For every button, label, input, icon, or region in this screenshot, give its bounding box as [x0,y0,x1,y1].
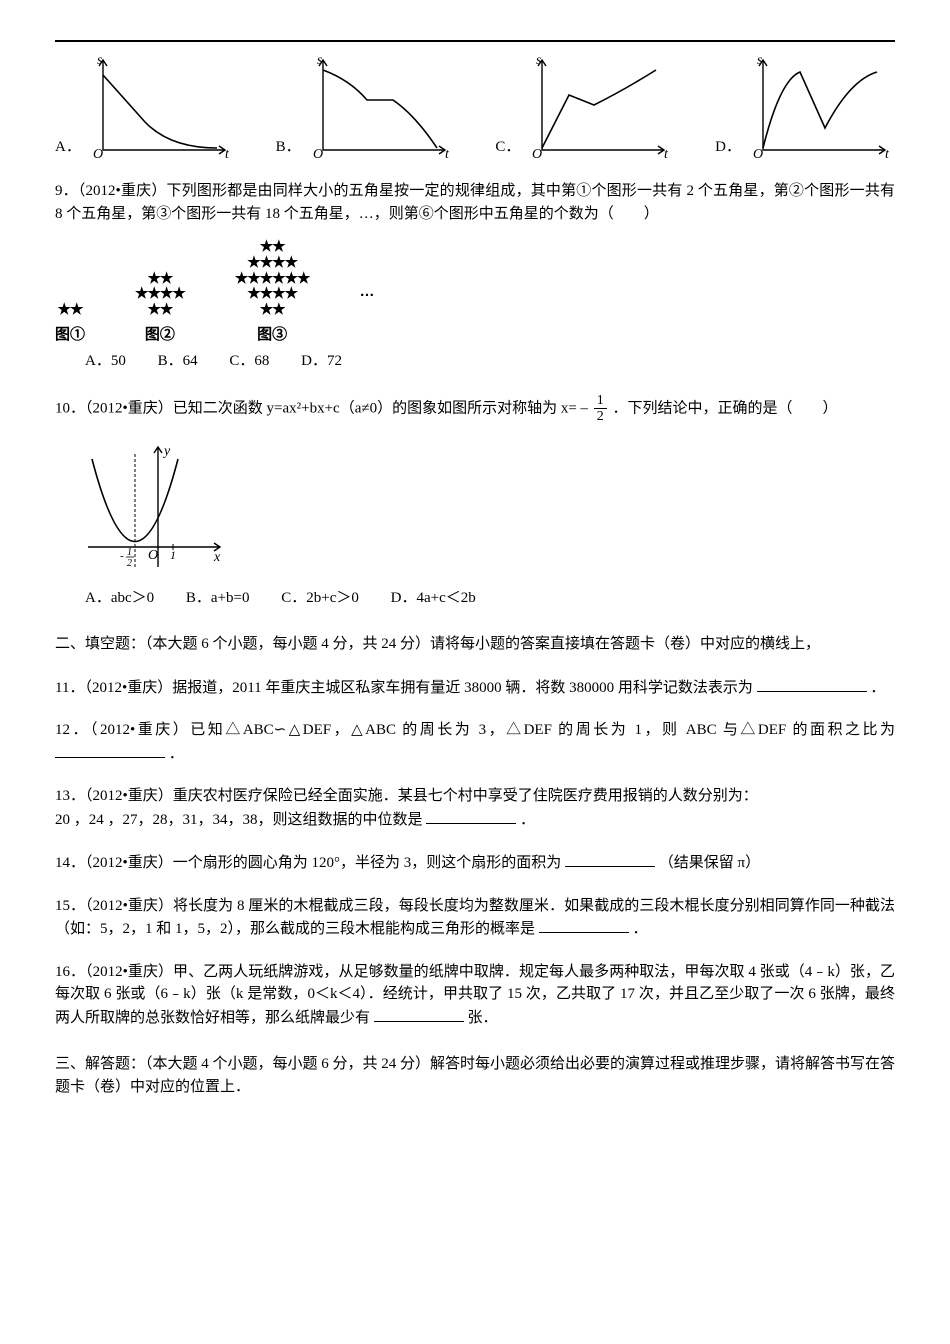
q8-label-c: C． [495,136,520,161]
q11: 11．（2012•重庆）据报道，2011 年重庆主城区私家车拥有量近 38000… [55,676,895,700]
q16: 16．（2012•重庆）甲、乙两人玩纸牌游戏，从足够数量的纸牌中取牌．规定每人最… [55,961,895,1030]
q13-blank [426,808,516,824]
q10-frac: 1 2 [594,393,607,425]
q10-text: 10．（2012•重庆）已知二次函数 y=ax²+bx+c（a≠0）的图象如图所… [55,393,895,425]
svg-text:O: O [313,147,323,160]
q9-text: 9．（2012•重庆）下列图形都是由同样大小的五角星按一定的规律组成，其中第①个… [55,180,895,225]
graph-a: s O t [85,50,235,160]
q14-text: 14．（2012•重庆）一个扇形的圆心角为 120°，半径为 3，则这个扇形的面… [55,855,561,871]
q15-tail: ． [633,921,648,937]
q9-opt-c: C．68 [229,350,269,373]
svg-text:2: 2 [127,558,132,569]
fig2-label: 图② [135,324,185,347]
q13-line2-prefix: 20 ，24 ，27，28，31，34，38，则这组数据的中位数是 [55,812,423,828]
q8-label-d: D． [715,136,741,161]
fig2: ★★★★★★★★ 图② [135,271,185,347]
q10-text-after: ．下列结论中，正确的是（ ） [613,400,838,416]
q10-frac-num: 1 [594,393,607,409]
svg-text:y: y [162,444,171,459]
q14-tail: （结果保留 π） [659,855,760,871]
q13: 13．（2012•重庆）重庆农村医疗保险已经全面实施．某县七个村中享受了住院医疗… [55,785,895,831]
q10-opt-a: A．abc＞0 [85,587,154,610]
q10-figure: y x O - 1 2 1 [80,439,895,579]
q16-tail: 张． [468,1010,498,1026]
graph-d: s O t [745,50,895,160]
q12-text: 12．（2012•重庆）已知△ABC∽△DEF，△ABC 的周长为 3，△DEF… [55,722,895,738]
q8-option-d: D． s O t [715,50,895,160]
svg-text:x: x [213,550,221,565]
fig-ellipsis: … [360,281,375,304]
q14-blank [565,851,655,867]
q8-graphs: A． s O t B． s O t C． s O [55,50,895,160]
q13-line1: 13．（2012•重庆）重庆农村医疗保险已经全面实施．某县七个村中享受了住院医疗… [55,785,895,808]
q13-tail: ． [520,812,535,828]
q8-option-a: A． s O t [55,50,235,160]
q10-opt-d: D．4a+c＜2b [391,587,476,610]
q15-text: 15．（2012•重庆）将长度为 8 厘米的木棍截成三段，每段长度均为整数厘米．… [55,898,895,938]
q11-tail: ． [870,680,885,696]
q12: 12．（2012•重庆）已知△ABC∽△DEF，△ABC 的周长为 3，△DEF… [55,719,895,765]
fig1-label: 图① [55,324,85,347]
svg-text:1: 1 [170,548,176,562]
fig3-label: 图③ [235,324,310,347]
q11-blank [757,676,867,692]
q12-tail: ． [169,746,184,762]
curve-a [103,75,217,148]
q10-opt-c: C．2b+c＞0 [281,587,359,610]
graph-b: s O t [305,50,455,160]
svg-text:t: t [885,147,890,160]
q8-option-c: C． s O t [495,50,674,160]
q9-opt-b: B．64 [158,350,198,373]
svg-text:O: O [532,147,542,160]
q9-opt-d: D．72 [301,350,342,373]
q14: 14．（2012•重庆）一个扇形的圆心角为 120°，半径为 3，则这个扇形的面… [55,851,895,875]
q9-opt-a: A．50 [85,350,126,373]
graph-c: s O t [524,50,674,160]
q8-label-a: A． [55,136,81,161]
fig1-stars: ★★ [55,302,85,318]
q13-line2: 20 ，24 ，27，28，31，34，38，则这组数据的中位数是 ． [55,808,895,832]
q12-blank [55,742,165,758]
fig1: ★★ 图① [55,302,85,346]
q15-blank [539,917,629,933]
svg-text:t: t [664,147,669,160]
q10-opt-b: B．a+b=0 [186,587,250,610]
fig3-stars: ★★★★★★★★★★★★★★★★★★ [235,239,310,318]
q15: 15．（2012•重庆）将长度为 8 厘米的木棍截成三段，每段长度均为整数厘米．… [55,895,895,941]
fig3: ★★★★★★★★★★★★★★★★★★ 图③ [235,239,310,346]
fig2-stars: ★★★★★★★★ [135,271,185,318]
axis-t-label: t [225,147,230,160]
origin: O [93,147,103,160]
q10-text-before: 10．（2012•重庆）已知二次函数 y=ax²+bx+c（a≠0）的图象如图所… [55,400,588,416]
q10-options: A．abc＞0 B．a+b=0 C．2b+c＞0 D．4a+c＜2b [85,587,895,610]
top-rule [55,40,895,42]
q8-option-b: B． s O t [276,50,455,160]
section2-heading: 二、填空题：（本大题 6 个小题，每小题 4 分，共 24 分）请将每小题的答案… [55,633,895,656]
parabola-graph: y x O - 1 2 1 [80,439,230,579]
q9-options: A．50 B．64 C．68 D．72 [85,350,895,373]
svg-text:O: O [148,548,158,563]
q10-frac-den: 2 [594,409,607,424]
section3-heading: 三、解答题：（本大题 4 个小题，每小题 6 分，共 24 分）解答时每小题必须… [55,1053,895,1098]
svg-text:O: O [753,147,763,160]
q16-blank [374,1006,464,1022]
svg-text:1: 1 [127,547,132,558]
q11-text: 11．（2012•重庆）据报道，2011 年重庆主城区私家车拥有量近 38000… [55,680,753,696]
svg-text:-: - [120,550,124,562]
q9-figures: ★★ 图① ★★★★★★★★ 图② ★★★★★★★★★★★★★★★★★★ 图③ … [55,239,895,346]
svg-text:t: t [445,147,450,160]
q8-label-b: B． [276,136,301,161]
